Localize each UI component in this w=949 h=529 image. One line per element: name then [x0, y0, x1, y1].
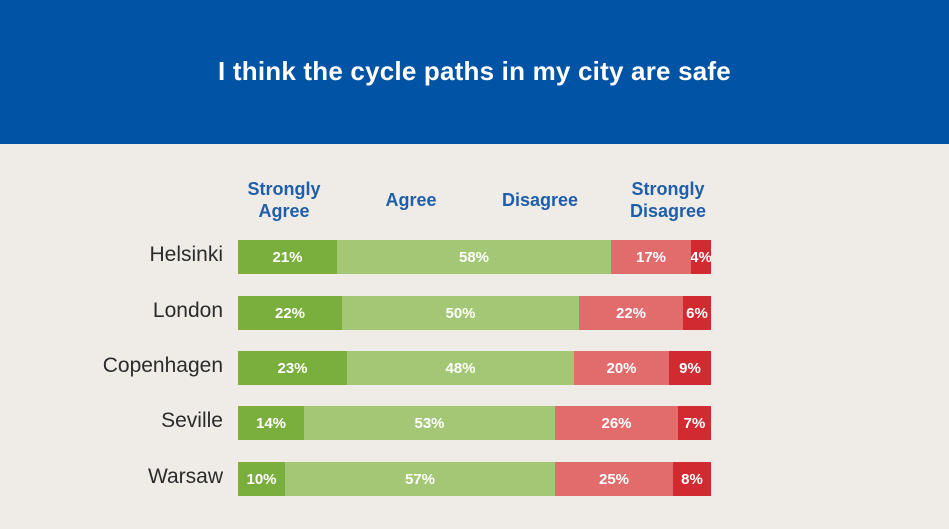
data-label: 57% — [404, 470, 436, 488]
bar-seville-disagree: 26% — [555, 406, 678, 440]
legend-line: Disagree — [501, 190, 579, 210]
data-label: 50% — [445, 304, 476, 322]
data-label: 21% — [272, 248, 303, 266]
legend-line: Agree — [385, 190, 437, 210]
data-label: 22% — [274, 304, 306, 322]
bar-london-agree: 50% — [342, 296, 579, 330]
bar-helsinki-strongly-agree: 21% — [238, 240, 337, 274]
bar-copenhagen-strongly-disagree: 9% — [669, 351, 711, 385]
header-banner: I think the cycle paths in my city are s… — [0, 0, 949, 144]
bar-copenhagen-disagree: 20% — [574, 351, 669, 385]
bar-helsinki-strongly-disagree: 4% — [691, 240, 711, 274]
legend-strongly-agree: Strongly Agree — [229, 178, 339, 222]
bar-seville-agree: 53% — [304, 406, 555, 440]
data-label: 58% — [458, 248, 490, 266]
legend-line: Disagree — [629, 201, 707, 221]
bar-warsaw-disagree: 25% — [555, 462, 673, 496]
data-label: 48% — [445, 359, 476, 377]
category-label-warsaw: Warsaw — [147, 465, 223, 488]
bar-london-strongly-agree: 22% — [238, 296, 342, 330]
legend-line: Strongly — [631, 179, 705, 199]
bar-helsinki-agree: 58% — [337, 240, 611, 274]
legend-disagree: Disagree — [485, 189, 595, 211]
data-label: 17% — [635, 248, 667, 266]
category-label-seville: Seville — [161, 409, 223, 432]
data-label: 10% — [246, 470, 277, 488]
data-label: 53% — [414, 414, 445, 432]
data-label: 20% — [606, 359, 637, 377]
data-label: 26% — [601, 414, 632, 432]
bar-copenhagen-agree: 48% — [347, 351, 574, 385]
legend-line: Agree — [258, 201, 310, 221]
legend-line: Strongly — [247, 179, 321, 199]
bar-copenhagen-strongly-agree: 23% — [238, 351, 347, 385]
category-label-helsinki: Helsinki — [149, 243, 223, 266]
category-label-copenhagen: Copenhagen — [102, 354, 223, 377]
data-label: 23% — [277, 359, 308, 377]
category-label-london: London — [152, 299, 223, 322]
legend-agree: Agree — [366, 189, 456, 211]
bar-warsaw-strongly-disagree: 8% — [673, 462, 711, 496]
bar-seville-strongly-disagree: 7% — [678, 406, 711, 440]
bar-seville-strongly-agree: 14% — [238, 406, 304, 440]
data-label: 22% — [615, 304, 647, 322]
chart-area: Strongly Agree Agree Disagree Strongly Disagr… — [0, 144, 949, 529]
bar-london-disagree: 22% — [579, 296, 683, 330]
data-label: 25% — [598, 470, 630, 488]
bar-helsinki-disagree: 17% — [611, 240, 691, 274]
chart-title: I think the cycle paths in my city are s… — [218, 56, 731, 86]
data-label: 14% — [255, 414, 287, 432]
bar-warsaw-strongly-agree: 10% — [238, 462, 285, 496]
data-label: 4% — [691, 248, 711, 266]
bar-london-strongly-disagree: 6% — [683, 296, 711, 330]
data-label: 8% — [681, 470, 703, 488]
bar-warsaw-agree: 57% — [285, 462, 555, 496]
data-label: 7% — [683, 414, 706, 432]
data-label: 6% — [686, 304, 708, 322]
legend-strongly-disagree: Strongly Disagree — [613, 178, 723, 222]
data-label: 9% — [679, 359, 701, 377]
